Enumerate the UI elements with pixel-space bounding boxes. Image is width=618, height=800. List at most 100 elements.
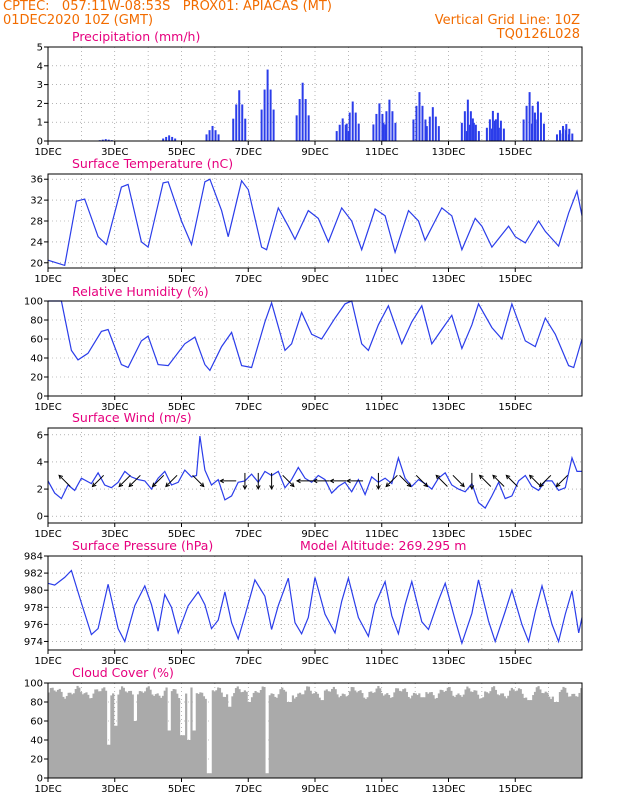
cloud-bar [574, 696, 578, 778]
precip-bar [424, 119, 427, 141]
y-tick-label: 40 [30, 354, 43, 365]
cloud-bar [80, 692, 83, 778]
x-tick-label: 13DEC [432, 656, 466, 667]
x-tick-label: 7DEC [235, 147, 262, 158]
cloud-bar [439, 689, 442, 778]
cloud-bar [117, 694, 120, 778]
precip-bar [394, 122, 397, 141]
cloud-bar [484, 691, 487, 778]
x-tick-label: 9DEC [301, 402, 328, 413]
y-tick-label: 976 [24, 620, 43, 631]
x-tick-label: 13DEC [432, 784, 466, 795]
header-model-code: TQ0126L028 [496, 27, 580, 42]
cloud-bar [441, 690, 444, 778]
cloud-bar [158, 695, 161, 778]
cloud-bar [115, 725, 118, 778]
cloud-bar [384, 694, 387, 778]
cloud-bar [65, 696, 68, 778]
cloud-bar [245, 691, 248, 778]
cloud-bar [87, 694, 90, 778]
wind-arrow-head [460, 482, 465, 488]
y-tick-label: 100 [24, 679, 43, 690]
precip-bar [502, 128, 505, 141]
precip-bar [382, 122, 385, 141]
cloud-bar [181, 735, 184, 778]
precip-bar [525, 105, 528, 141]
cloud-bar [464, 689, 467, 778]
cloud-bar [357, 691, 360, 778]
cloud-bar [165, 687, 168, 778]
precip-bar [298, 99, 301, 141]
precip-bar [499, 120, 502, 141]
wind-arrow-head [469, 485, 475, 490]
x-tick-label: 5DEC [168, 274, 195, 285]
cloud-bar [270, 693, 273, 778]
precip-bar [431, 107, 434, 141]
cloud-bar [261, 686, 264, 778]
wind-arrow [505, 474, 518, 487]
precip-bar [415, 105, 418, 141]
cloud-bar [521, 693, 524, 778]
y-tick-label: 0 [37, 774, 43, 785]
cloud-bar [133, 721, 136, 778]
x-tick-label: 9DEC [301, 147, 328, 158]
y-tick-label: 974 [24, 637, 43, 648]
wind-arrow [452, 474, 465, 487]
cloud-bar [74, 688, 77, 778]
cloud-bar [71, 694, 74, 778]
cloud-bar [347, 695, 350, 778]
cloud-bar [480, 698, 483, 778]
y-tick-label: 60 [30, 335, 43, 346]
header-grid-note: Vertical Grid Line: 10Z [434, 13, 580, 28]
cloud-bar [126, 692, 129, 778]
y-tick-label: 2 [37, 99, 43, 110]
cloud-bar [151, 694, 154, 778]
cloud-bar [129, 690, 133, 778]
cloud-bar [307, 686, 311, 778]
precip-bar [272, 109, 275, 141]
precip-bar [384, 124, 387, 141]
cloud-bar [309, 690, 312, 778]
cloud-bar [355, 692, 359, 778]
wind-arrow-head [538, 482, 544, 488]
cloud-bar [407, 696, 410, 778]
precip-bar [559, 133, 562, 141]
cloud-bar [179, 735, 182, 778]
wind-arrow-head [329, 478, 335, 484]
wind-arrow-head [242, 485, 248, 490]
precip-bar [434, 116, 437, 141]
cloud-bar [220, 692, 223, 778]
cloud-bar [313, 693, 316, 778]
wind-arrow-head [219, 478, 224, 484]
precip-bar [490, 128, 493, 141]
cloud-bar [177, 698, 181, 778]
cloud-bar [548, 696, 551, 778]
cloud-bar [106, 744, 109, 778]
wind-arrow-head [295, 478, 301, 484]
cloud-bar [505, 698, 508, 778]
precip-bar [344, 124, 347, 141]
cloud-bar [83, 693, 86, 778]
precip-bar [421, 105, 424, 141]
cloud-bar [516, 690, 519, 778]
cloud-bar [389, 697, 392, 778]
cloud-bar [363, 697, 366, 778]
cloud-bar [238, 689, 241, 778]
cloud-bar [78, 687, 81, 778]
precip-bar [531, 105, 534, 141]
cloud-bar [281, 687, 284, 778]
cloud-bar [329, 691, 332, 778]
x-tick-label: 7DEC [235, 656, 262, 667]
cloud-bar [462, 694, 465, 778]
panel-title: Surface Temperature (nC) [72, 156, 233, 171]
x-tick-label: 5DEC [168, 402, 195, 413]
precip-bar [485, 127, 488, 141]
precip-bar [533, 112, 536, 141]
wind-arrow-head [528, 474, 534, 480]
cloud-bar [532, 695, 535, 778]
cloud-bar [331, 689, 334, 778]
cloud-bar [197, 693, 200, 778]
cloud-bar [551, 696, 554, 778]
cloud-bar [240, 692, 243, 778]
